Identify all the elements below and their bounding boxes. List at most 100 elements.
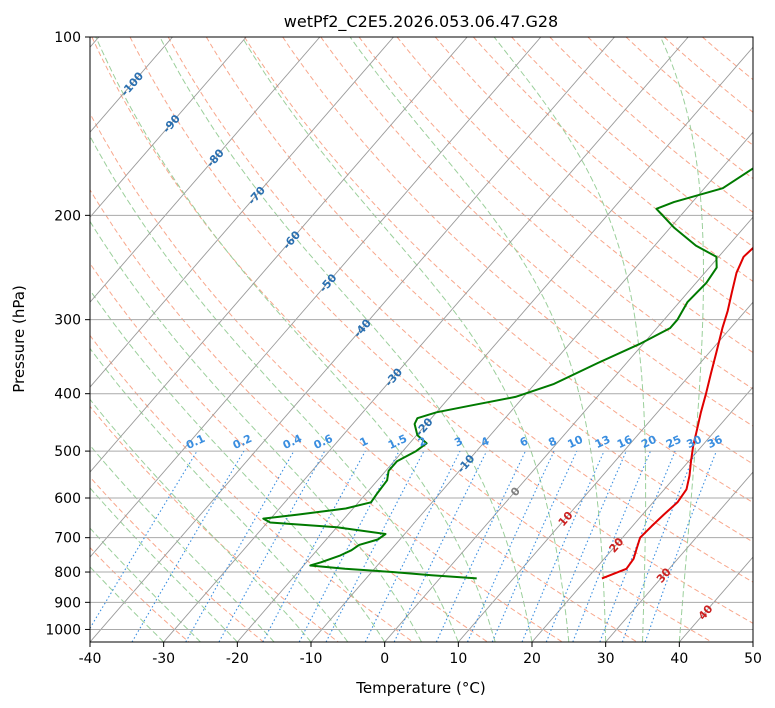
moist-adiabat-line (90, 347, 349, 642)
isotherms (90, 37, 753, 642)
mixing-ratio-line (298, 450, 400, 642)
mixing-ratio-label: 1.5 (386, 432, 409, 452)
y-tick-label: 300 (54, 313, 81, 329)
moist-adiabat-line (90, 220, 422, 642)
moist-adiabat-line (660, 37, 704, 642)
y-tick-label: 400 (54, 387, 81, 403)
mixing-ratio-label: 0.2 (231, 432, 254, 452)
x-tick-label: 30 (597, 651, 615, 667)
mixing-ratio-label: 4 (479, 434, 492, 449)
x-tick-label: 0 (380, 651, 389, 667)
mixing-ratio-line (621, 450, 697, 642)
moist-adiabat-line (349, 37, 607, 642)
isotherm-line (531, 386, 753, 642)
dry-adiabat-line (358, 37, 753, 390)
dry-adiabat-line (473, 37, 753, 282)
dry-adiabat-line (244, 37, 753, 504)
mixing-ratio-line (393, 450, 488, 642)
mixing-ratio-label: 8 (546, 434, 558, 449)
temperature-profile-line (601, 246, 753, 580)
x-tick-label: 50 (744, 651, 762, 667)
isotherm-line (90, 37, 542, 558)
dry-adiabat-line (90, 262, 488, 642)
y-tick-label: 900 (54, 595, 81, 611)
mixing-ratio-label: 0.1 (184, 432, 207, 452)
isotherm-line (163, 37, 689, 642)
moist-adiabat-line (241, 37, 570, 642)
mixing-ratio-labels: 0.1 0.2 0.4 0.6 1 1.5 2 3 4 6 8 10 13 16 20 25 30 36 (184, 432, 725, 452)
mixing-ratio-label: 2 (416, 434, 428, 449)
x-axis: -40 -30 -20 -10 0 10 20 30 40 50 (79, 642, 762, 667)
x-axis-title: Temperature (°C) (355, 679, 485, 697)
x-tick-label: 10 (449, 651, 467, 667)
mixing-ratio-line (364, 450, 461, 642)
chart-title: wetPf2_C2E5.2026.053.06.47.G28 (284, 12, 558, 32)
dry-adiabat-line (90, 112, 638, 642)
isotherm-line (236, 46, 753, 642)
y-axis-title: Pressure (hPa) (10, 285, 28, 393)
dry-adiabat-line (129, 37, 753, 624)
y-tick-label: 200 (54, 208, 81, 224)
y-tick-label: 800 (54, 565, 81, 581)
mixing-ratio-line (521, 450, 605, 642)
moist-adiabat-line (90, 289, 386, 642)
dewpoint-profile-line (262, 167, 753, 580)
mixing-ratio-label: 1 (358, 434, 370, 449)
mixing-ratio-label: 3 (452, 434, 464, 449)
mixing-ratio-line (218, 450, 326, 642)
moist-adiabat-line (90, 527, 201, 642)
isotherm-line (678, 556, 753, 642)
dry-adiabats (90, 37, 753, 642)
isotherm-line (90, 37, 468, 473)
moist-adiabat-line (90, 398, 312, 642)
x-tick-label: 40 (670, 651, 688, 667)
mixing-ratio-line (185, 450, 295, 642)
dry-adiabat-line (625, 37, 753, 146)
mixing-ratio-label: 13 (593, 433, 612, 451)
mixing-ratio-label: 16 (615, 433, 635, 451)
dry-adiabat-line (434, 37, 753, 318)
dry-adiabat-line (702, 37, 753, 81)
x-tick-label: -20 (226, 651, 249, 667)
mixing-ratio-label: 10 (566, 433, 586, 451)
isotherm-line (384, 216, 753, 642)
isobars (90, 37, 753, 630)
dry-adiabat-line (396, 37, 753, 354)
dry-adiabat-line (511, 37, 753, 248)
mixing-ratio-line (545, 450, 627, 642)
mixing-ratio-label: 25 (664, 433, 683, 451)
moist-adiabat-line (90, 135, 459, 642)
moist-adiabat-line (159, 37, 533, 642)
mixing-ratio-line (90, 450, 198, 630)
y-tick-label: 700 (54, 531, 81, 547)
mixing-ratio-line (466, 450, 555, 642)
mixing-ratio-line (262, 450, 366, 642)
isotherm-line (90, 37, 247, 218)
dry-adiabat-line (549, 37, 753, 213)
y-tick-label: 600 (54, 491, 81, 507)
plot-frame (89, 36, 754, 643)
x-tick-label: -10 (300, 651, 323, 667)
isotherm-label: -100 (118, 69, 146, 99)
isotherm-line (310, 131, 753, 642)
y-tick-label: 500 (54, 444, 81, 460)
x-tick-label: -30 (152, 651, 175, 667)
isotherm-line (90, 37, 615, 642)
mixing-ratio-label: 30 (684, 433, 704, 451)
mixing-ratio-line (644, 450, 717, 642)
dry-adiabat-line (282, 37, 753, 465)
moist-adiabat-line (90, 487, 238, 642)
x-tick-label: 20 (523, 651, 541, 667)
moist-adiabats (90, 37, 704, 642)
y-tick-label: 100 (54, 30, 81, 46)
moist-adiabat-line (90, 444, 275, 642)
mixing-ratio-line (491, 450, 578, 642)
dry-adiabat-line (167, 37, 753, 583)
dry-adiabat-line (90, 188, 563, 642)
isotherm-line (90, 37, 321, 303)
moist-adiabat-line (493, 37, 647, 642)
dry-adiabat-line (90, 334, 414, 642)
isotherm-line (90, 37, 394, 388)
